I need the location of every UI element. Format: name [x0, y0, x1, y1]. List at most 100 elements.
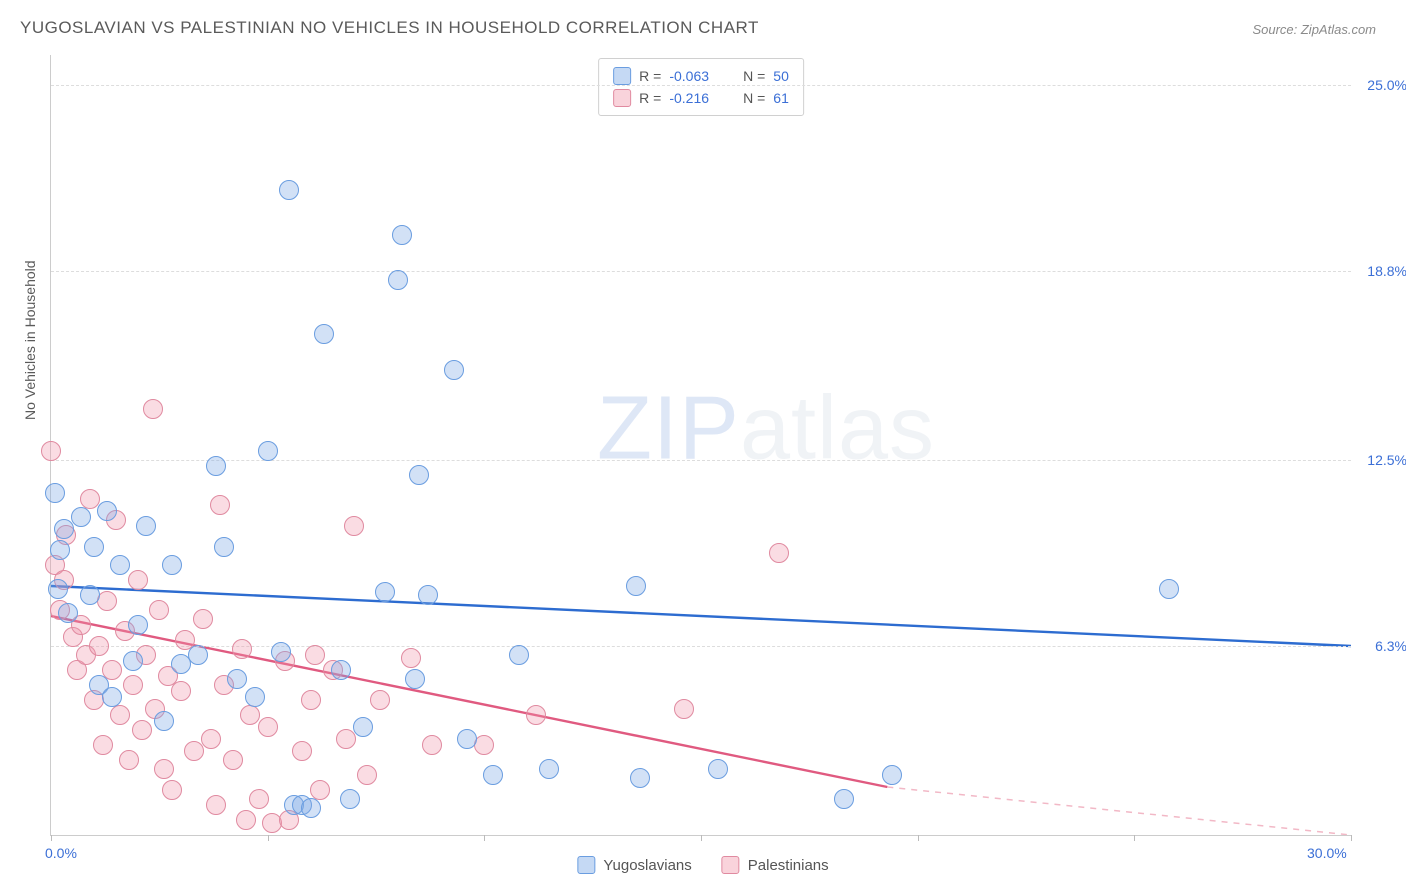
yugoslavian-point — [245, 687, 265, 707]
palestinian-point — [93, 735, 113, 755]
legend-correlation: R = -0.063 N = 50R = -0.216 N = 61 — [598, 58, 804, 116]
yugoslavian-point — [258, 441, 278, 461]
x-tick-label: 30.0% — [1307, 845, 1347, 861]
yugoslavian-point — [271, 642, 291, 662]
palestinian-point — [193, 609, 213, 629]
yugoslavian-point — [58, 603, 78, 623]
palestinian-point — [154, 759, 174, 779]
yugoslavian-point — [444, 360, 464, 380]
yugoslavian-point — [509, 645, 529, 665]
legend-series-item: Yugoslavians — [577, 856, 691, 874]
legend-row: R = -0.216 N = 61 — [613, 87, 789, 109]
yugoslavian-point — [331, 660, 351, 680]
legend-series-item: Palestinians — [722, 856, 829, 874]
legend-swatch — [577, 856, 595, 874]
palestinian-point — [236, 810, 256, 830]
yugoslavian-point — [457, 729, 477, 749]
palestinian-point — [171, 681, 191, 701]
palestinian-point — [132, 720, 152, 740]
palestinian-point — [336, 729, 356, 749]
trend-line — [51, 586, 1351, 646]
chart-title: YUGOSLAVIAN VS PALESTINIAN NO VEHICLES I… — [20, 18, 759, 38]
palestinian-point — [292, 741, 312, 761]
palestinian-point — [401, 648, 421, 668]
source-label: Source: ZipAtlas.com — [1252, 22, 1376, 37]
x-tick — [268, 835, 269, 841]
grid-line — [51, 460, 1351, 461]
y-tick-label: 6.3% — [1375, 638, 1406, 654]
yugoslavian-point — [45, 483, 65, 503]
palestinian-point — [357, 765, 377, 785]
palestinian-point — [674, 699, 694, 719]
legend-r-label: R = — [639, 65, 661, 87]
palestinian-point — [249, 789, 269, 809]
trend-line — [887, 787, 1351, 835]
watermark-atlas: atlas — [740, 379, 935, 479]
palestinian-point — [128, 570, 148, 590]
yugoslavian-point — [279, 180, 299, 200]
yugoslavian-point — [188, 645, 208, 665]
yugoslavian-point — [128, 615, 148, 635]
palestinian-point — [149, 600, 169, 620]
palestinian-point — [422, 735, 442, 755]
palestinian-point — [119, 750, 139, 770]
yugoslavian-point — [353, 717, 373, 737]
palestinian-point — [201, 729, 221, 749]
palestinian-point — [526, 705, 546, 725]
palestinian-point — [223, 750, 243, 770]
legend-series: Yugoslavians Palestinians — [577, 856, 828, 874]
palestinian-point — [184, 741, 204, 761]
palestinian-point — [310, 780, 330, 800]
yugoslavian-point — [154, 711, 174, 731]
legend-n-value: 61 — [773, 87, 789, 109]
yugoslavian-point — [314, 324, 334, 344]
x-tick — [51, 835, 52, 841]
palestinian-point — [305, 645, 325, 665]
palestinian-point — [206, 795, 226, 815]
yugoslavian-point — [392, 225, 412, 245]
palestinian-point — [143, 399, 163, 419]
grid-line — [51, 271, 1351, 272]
palestinian-point — [97, 591, 117, 611]
yugoslavian-point — [71, 507, 91, 527]
y-tick-label: 12.5% — [1367, 452, 1406, 468]
palestinian-point — [370, 690, 390, 710]
yugoslavian-point — [48, 579, 68, 599]
palestinian-point — [123, 675, 143, 695]
yugoslavian-point — [136, 516, 156, 536]
legend-n-label: N = — [735, 87, 765, 109]
x-tick — [918, 835, 919, 841]
x-tick-label: 0.0% — [45, 845, 77, 861]
yugoslavian-point — [227, 669, 247, 689]
yugoslavian-point — [388, 270, 408, 290]
yugoslavian-point — [834, 789, 854, 809]
palestinian-point — [232, 639, 252, 659]
legend-series-label: Palestinians — [748, 857, 829, 874]
grid-line — [51, 85, 1351, 86]
legend-swatch — [613, 89, 631, 107]
palestinian-point — [344, 516, 364, 536]
yugoslavian-point — [405, 669, 425, 689]
legend-row: R = -0.063 N = 50 — [613, 65, 789, 87]
yugoslavian-point — [50, 540, 70, 560]
y-tick-label: 25.0% — [1367, 77, 1406, 93]
yugoslavian-point — [483, 765, 503, 785]
yugoslavian-point — [80, 585, 100, 605]
yugoslavian-point — [84, 537, 104, 557]
legend-r-value: -0.063 — [669, 65, 727, 87]
legend-r-label: R = — [639, 87, 661, 109]
yugoslavian-point — [882, 765, 902, 785]
x-tick — [484, 835, 485, 841]
yugoslavian-point — [301, 798, 321, 818]
palestinian-point — [110, 705, 130, 725]
yugoslavian-point — [123, 651, 143, 671]
palestinian-point — [41, 441, 61, 461]
x-tick — [1351, 835, 1352, 841]
watermark: ZIPatlas — [597, 378, 935, 481]
palestinian-point — [301, 690, 321, 710]
yugoslavian-point — [630, 768, 650, 788]
legend-r-value: -0.216 — [669, 87, 727, 109]
palestinian-point — [474, 735, 494, 755]
legend-n-value: 50 — [773, 65, 789, 87]
palestinian-point — [769, 543, 789, 563]
